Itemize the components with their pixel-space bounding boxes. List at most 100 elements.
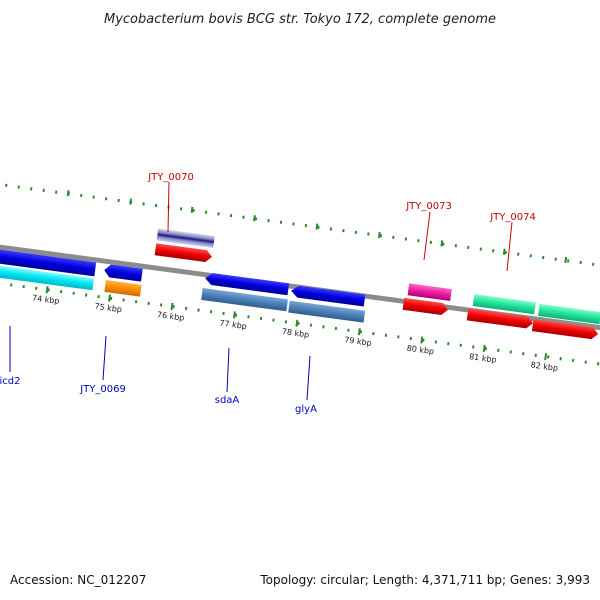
- gene-feature-adjacent: [538, 303, 600, 325]
- outer-minor-tick: [267, 218, 270, 223]
- inner-minor-tick: [59, 290, 63, 294]
- leader-line-glyA: [306, 355, 311, 401]
- inner-minor-tick: [10, 283, 13, 287]
- outer-major-tick: [190, 206, 194, 213]
- inner-minor-tick: [384, 333, 388, 337]
- gene-feature-jty0069: [104, 279, 142, 297]
- inner-minor-tick: [72, 291, 75, 295]
- gene-arrow-jty0074: [466, 308, 533, 329]
- inner-major-tick: [482, 344, 486, 353]
- gene-label-sdaA: sdaA: [215, 395, 240, 406]
- outer-major-tick: [66, 190, 70, 197]
- inner-minor-tick: [159, 303, 163, 307]
- outer-minor-tick: [217, 212, 220, 216]
- inner-major-tick: [357, 328, 361, 336]
- genome-summary: Topology: circular; Length: 4,371,711 bp…: [260, 573, 590, 587]
- inner-minor-tick: [522, 352, 525, 356]
- tick-label-76kbp: 76 kbp: [156, 310, 184, 323]
- gene-labels: JTY_0070 JTY_0073 JTY_0074 icd2 JTY_0069…: [0, 172, 536, 415]
- inner-minor-tick: [147, 301, 150, 305]
- outer-minor-tick: [55, 190, 58, 194]
- leader-line-jty0073: [423, 211, 431, 261]
- gene-arrow-sdaA: [205, 273, 290, 296]
- inner-minor-tick: [309, 323, 313, 327]
- gene-arrow-jty0069: [104, 264, 143, 282]
- inner-major-tick: [108, 294, 112, 302]
- gene-feature-icd2-lower: [0, 262, 95, 291]
- inner-major-ticks: [45, 286, 548, 361]
- gene-feature-sdaA: [201, 287, 288, 312]
- outer-major-tick: [502, 248, 506, 255]
- inner-minor-tick: [22, 284, 25, 289]
- reverse-strand-features: [0, 246, 366, 323]
- inner-minor-tick: [347, 328, 350, 332]
- inner-minor-tick: [596, 362, 600, 366]
- inner-minor-tick: [35, 286, 38, 290]
- leader-line-jty0069: [102, 335, 107, 381]
- gene-label-glyA: glyA: [295, 404, 317, 415]
- outer-minor-tick: [467, 245, 470, 250]
- gene-arrow-adjacent: [531, 319, 599, 340]
- gene-feature-jty0074: [472, 294, 536, 315]
- leader-lines: [9, 181, 513, 401]
- outer-minor-tick: [529, 254, 532, 258]
- inner-minor-tick: [284, 320, 288, 324]
- inner-minor-tick: [97, 295, 100, 299]
- outer-major-ticks: [66, 190, 568, 264]
- outer-minor-tick: [329, 227, 333, 231]
- inner-minor-tick: [472, 345, 475, 349]
- outer-minor-tick: [30, 187, 33, 191]
- gene-feature-glyA: [288, 300, 366, 323]
- outer-minor-tick: [367, 232, 370, 236]
- outer-minor-tick: [154, 203, 158, 208]
- tick-label-81kbp: 81 kbp: [469, 352, 497, 365]
- outer-minor-tick: [92, 195, 95, 199]
- inner-minor-tick: [222, 311, 225, 316]
- outer-minor-tick: [354, 230, 358, 234]
- inner-minor-tick: [584, 360, 587, 364]
- inner-minor-tick: [122, 298, 125, 302]
- inner-minor-tick: [534, 353, 537, 357]
- tick-label-79kbp: 79 kbp: [344, 335, 372, 348]
- tick-label-77kbp: 77 kbp: [219, 319, 247, 332]
- outer-minor-tick: [517, 252, 520, 256]
- outer-minor-tick: [242, 215, 245, 219]
- inner-minor-tick: [397, 335, 400, 339]
- leader-line-jty0070: [167, 181, 170, 233]
- outer-minor-tick: [79, 193, 83, 198]
- outer-minor-tick: [492, 249, 495, 253]
- inner-minor-tick: [559, 357, 562, 361]
- inner-minor-tick: [84, 293, 88, 297]
- inner-minor-tick: [322, 325, 325, 329]
- gene-label-jty0070: JTY_0070: [147, 172, 194, 183]
- outer-minor-tick: [392, 235, 395, 239]
- forward-strand-features: [154, 228, 600, 340]
- inner-major-tick: [544, 353, 548, 361]
- inner-minor-tick: [134, 300, 138, 304]
- inner-minor-tick: [447, 342, 450, 346]
- outer-minor-tick: [479, 247, 482, 251]
- gene-label-jty0069: JTY_0069: [79, 384, 126, 395]
- outer-minor-tick: [417, 239, 420, 243]
- inner-minor-tick: [259, 316, 263, 321]
- outer-major-tick: [564, 256, 568, 264]
- inner-minor-tick: [434, 340, 438, 344]
- inner-minor-tick: [209, 310, 213, 314]
- tick-label-78kbp: 78 kbp: [281, 327, 309, 340]
- outer-minor-tick: [404, 237, 408, 241]
- outer-minor-tick: [142, 202, 145, 206]
- outer-minor-tick: [179, 207, 183, 211]
- inner-minor-tick: [247, 315, 250, 319]
- outer-minor-tick: [554, 257, 557, 261]
- outer-minor-tick: [567, 259, 570, 263]
- gene-arrow-icd2: [0, 246, 97, 277]
- inner-minor-tick: [197, 308, 200, 312]
- outer-minor-tick: [292, 222, 295, 226]
- inner-minor-tick: [459, 343, 462, 347]
- outer-minor-tick: [104, 197, 108, 201]
- gene-arrow-jty0070: [154, 243, 212, 263]
- outer-minor-tick: [229, 213, 233, 218]
- page-title: Mycobacterium bovis BCG str. Tokyo 172, …: [104, 12, 496, 27]
- gene-feature-jty0073: [407, 283, 452, 302]
- gene-arrow-glyA: [291, 285, 366, 307]
